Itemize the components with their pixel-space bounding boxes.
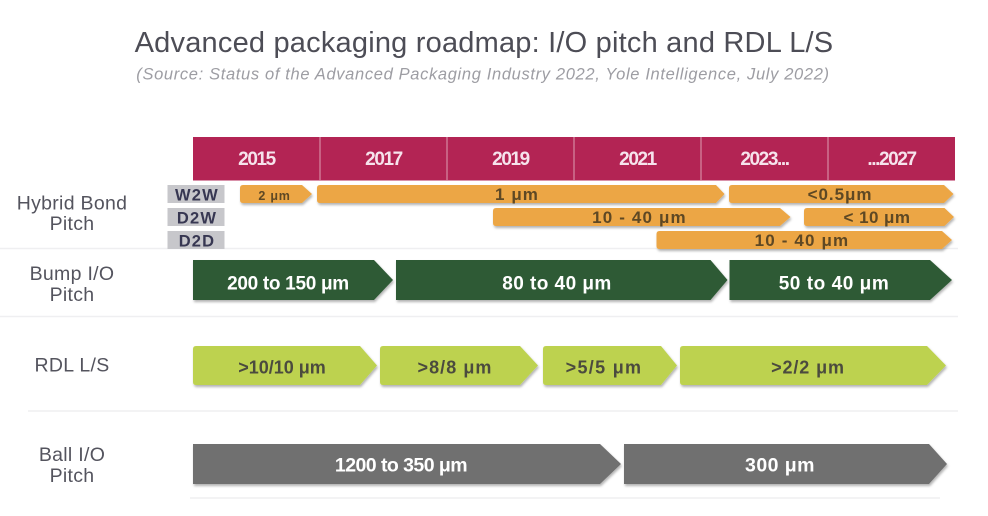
svg-text:2023...: 2023... bbox=[740, 149, 788, 170]
svg-text:200 to 150 μm: 200 to 150 μm bbox=[227, 274, 349, 295]
svg-text:D2W: D2W bbox=[177, 210, 217, 228]
svg-text:1 μm: 1 μm bbox=[495, 185, 539, 204]
svg-text:<0.5μm: <0.5μm bbox=[808, 185, 873, 204]
svg-text:10 - 40 μm: 10 - 40 μm bbox=[755, 231, 850, 250]
svg-text:Hybrid Bond: Hybrid Bond bbox=[17, 193, 128, 215]
svg-text:300 μm: 300 μm bbox=[745, 455, 815, 477]
svg-text:Ball I/O: Ball I/O bbox=[39, 444, 105, 466]
svg-text:2019: 2019 bbox=[492, 149, 530, 170]
svg-text:D2D: D2D bbox=[179, 233, 216, 251]
svg-text:(Source: Status of the Advance: (Source: Status of the Advanced Packagin… bbox=[136, 66, 829, 84]
svg-text:Pitch: Pitch bbox=[50, 213, 95, 235]
svg-text:>5/5 μm: >5/5 μm bbox=[566, 358, 643, 378]
svg-text:...2027: ...2027 bbox=[867, 149, 916, 170]
svg-text:Bump I/O: Bump I/O bbox=[30, 263, 115, 285]
svg-text:2015: 2015 bbox=[238, 149, 277, 170]
svg-text:>10/10 μm: >10/10 μm bbox=[238, 358, 326, 378]
svg-text:Pitch: Pitch bbox=[50, 465, 95, 487]
svg-text:RDL L/S: RDL L/S bbox=[34, 355, 109, 377]
svg-text:1200 to 350 μm: 1200 to 350 μm bbox=[335, 455, 467, 477]
svg-text:>2/2 μm: >2/2 μm bbox=[771, 358, 845, 378]
svg-text:Advanced packaging roadmap: I/: Advanced packaging roadmap: I/O pitch an… bbox=[135, 27, 834, 59]
svg-text:W2W: W2W bbox=[175, 187, 219, 205]
svg-text:2021: 2021 bbox=[619, 149, 658, 170]
svg-text:2017: 2017 bbox=[365, 149, 403, 170]
svg-text:2 μm: 2 μm bbox=[258, 189, 290, 203]
svg-text:Pitch: Pitch bbox=[50, 284, 95, 306]
svg-text:>8/8 μm: >8/8 μm bbox=[418, 358, 493, 378]
svg-text:50 to 40 μm: 50 to 40 μm bbox=[779, 274, 890, 295]
svg-text:10 - 40 μm: 10 - 40 μm bbox=[592, 208, 687, 227]
svg-text:80 to 40 μm: 80 to 40 μm bbox=[502, 274, 612, 295]
svg-text:< 10 μm: < 10 μm bbox=[844, 208, 911, 227]
